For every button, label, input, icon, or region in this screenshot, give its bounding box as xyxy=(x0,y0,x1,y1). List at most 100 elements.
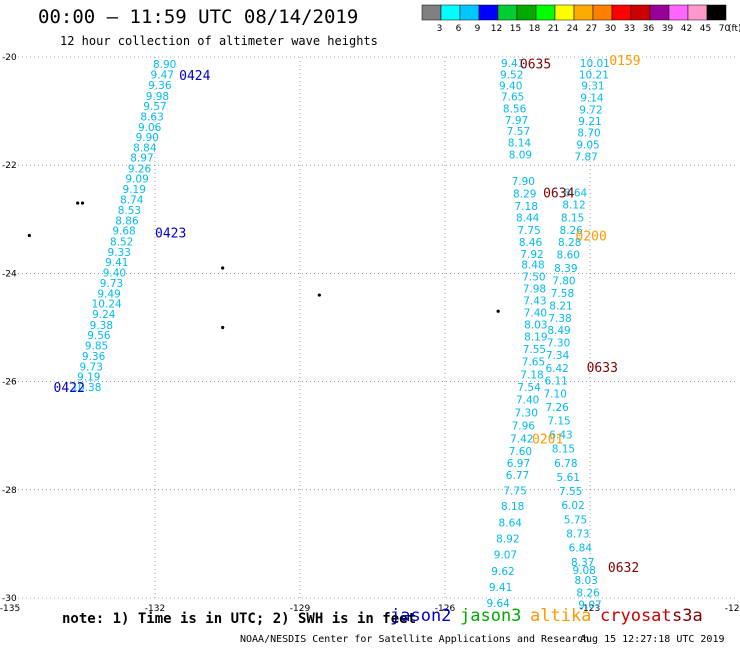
chart-title: 00:00 — 11:59 UTC 08/14/2019 xyxy=(38,6,359,28)
legend-label: 39 xyxy=(662,24,674,34)
wave-height-label: 8.46 xyxy=(519,237,543,249)
legend-swatch xyxy=(649,4,670,21)
x-tick-label: -135 xyxy=(0,604,20,614)
wave-height-label: 8.37 xyxy=(571,557,594,569)
wave-height-label: 9.06 xyxy=(138,122,162,134)
wave-height-label: 6.77 xyxy=(506,470,529,482)
wave-height-label: 9.31 xyxy=(581,81,604,93)
wave-height-label: 8.26 xyxy=(559,225,583,237)
wave-height-label: 9.41 xyxy=(501,58,524,70)
pass-time-label: 0632 xyxy=(608,561,639,576)
satellite-label-cryosat: cryosat xyxy=(600,606,672,626)
wave-height-label: 9.14 xyxy=(580,93,604,105)
wave-height-label: 8.64 xyxy=(564,187,588,199)
pass-time-label: 0634 xyxy=(543,186,574,201)
wave-height-label: 7.18 xyxy=(520,370,543,382)
wave-height-label: 7.18 xyxy=(515,201,538,213)
wave-height-label: 7.42 xyxy=(510,433,533,445)
wave-height-label: 7.75 xyxy=(517,225,540,237)
x-tick-label: -129 xyxy=(290,604,311,614)
y-tick-label: -26 xyxy=(2,378,17,388)
wave-height-label: 9.21 xyxy=(578,116,601,128)
wave-height-label: 9.19 xyxy=(77,372,100,384)
satellite-label-s3a: s3a xyxy=(672,606,703,626)
wave-height-label: 9.09 xyxy=(125,174,148,186)
wave-height-label: 7.30 xyxy=(515,407,538,419)
satellite-label-jason2: jason2 xyxy=(390,606,452,626)
wave-height-label: 9.41 xyxy=(105,257,128,269)
wave-height-label: 10.24 xyxy=(92,299,122,311)
chart-subtitle: 12 hour collection of altimeter wave hei… xyxy=(60,34,378,48)
wave-height-label: 9.98 xyxy=(146,91,169,103)
legend-label: 9 xyxy=(475,24,481,34)
legend-swatch xyxy=(459,4,480,21)
wave-height-label: 8.63 xyxy=(140,112,163,124)
wave-height-label: 9.24 xyxy=(92,309,116,321)
pass-time-label: 0635 xyxy=(520,57,551,72)
pass-time-label: 0423 xyxy=(155,226,186,241)
y-tick-label: -24 xyxy=(2,269,17,279)
wave-height-label: 6.02 xyxy=(561,500,584,512)
wave-height-label: 7.10 xyxy=(544,389,567,401)
wave-height-label: 9.72 xyxy=(579,104,602,116)
wave-height-label: 8.39 xyxy=(554,263,577,275)
wave-height-label: 7.60 xyxy=(509,446,532,458)
wave-height-label: 8.44 xyxy=(516,213,540,225)
wave-height-label: 9.57 xyxy=(143,101,166,113)
wave-height-label: 8.49 xyxy=(547,325,570,337)
wave-height-label: 7.54 xyxy=(517,382,541,394)
wave-height-label: 9.33 xyxy=(108,247,131,259)
wave-height-label: 9.90 xyxy=(136,132,159,144)
legend-swatch xyxy=(706,4,727,21)
pass-time-label: 0201 xyxy=(532,432,563,447)
wave-height-label: 8.92 xyxy=(496,533,519,545)
wave-height-label: 9.52 xyxy=(500,69,523,81)
legend-label: 21 xyxy=(548,24,559,34)
wave-height-label: 8.15 xyxy=(552,444,575,456)
legend-label: 12 xyxy=(491,24,502,34)
wave-height-label: 9.40 xyxy=(499,81,522,93)
wave-height-label: 7.30 xyxy=(547,338,570,350)
islands xyxy=(27,201,500,330)
footer-note: note: 1) Time is in UTC; 2) SWH is in fe… xyxy=(62,611,417,627)
wave-height-label: 9.64 xyxy=(486,598,510,610)
wave-height-label: 7.34 xyxy=(546,350,570,362)
wave-height-label: 6.11 xyxy=(544,376,567,388)
pass-time-label: 0422 xyxy=(54,381,85,396)
credit-text: NOAA/NESDIS Center for Satellite Applica… xyxy=(240,634,590,645)
y-tick-label: -22 xyxy=(2,161,17,171)
wave-height-label: 8.21 xyxy=(549,300,572,312)
legend-swatch xyxy=(687,4,708,21)
wave-height-label: 7.80 xyxy=(552,275,575,287)
wave-height-label: 7.38 xyxy=(548,313,571,325)
wave-height-label: 8.15 xyxy=(561,213,584,225)
wave-height-label: 9.56 xyxy=(87,330,111,342)
wave-height-label: 7.15 xyxy=(547,416,570,428)
legend-swatch xyxy=(668,4,689,21)
wave-height-label: 7.96 xyxy=(512,420,536,432)
legend-label: 70 xyxy=(719,24,731,34)
wave-height-label: 9.73 xyxy=(80,361,103,373)
wave-height-label: 8.48 xyxy=(521,260,544,272)
wave-height-label: 8.60 xyxy=(557,249,580,261)
wave-height-label: 7.26 xyxy=(545,402,569,414)
wave-height-label: 9.68 xyxy=(112,226,135,238)
wave-height-label: 8.53 xyxy=(118,205,141,217)
y-tick-label: -28 xyxy=(2,486,17,496)
wave-height-label: 7.58 xyxy=(551,288,574,300)
wave-height-label: 8.97 xyxy=(130,153,153,165)
pass-time-label: 0200 xyxy=(576,230,607,245)
legend-label: 42 xyxy=(681,24,692,34)
wave-height-label: 8.86 xyxy=(115,215,139,227)
wave-height-label: 8.73 xyxy=(566,529,589,541)
legend-label: 27 xyxy=(586,24,597,34)
legend-swatch xyxy=(421,4,442,21)
wave-height-label: 6.43 xyxy=(549,430,572,442)
wave-height-label: 6.97 xyxy=(507,458,530,470)
wave-height-label: 8.03 xyxy=(524,319,547,331)
x-tick-label: -126 xyxy=(435,604,456,614)
wave-height-label: 9.62 xyxy=(491,566,514,578)
wave-height-label: 8.19 xyxy=(524,332,547,344)
y-tick-label: -20 xyxy=(2,53,17,63)
wave-height-label: 6.42 xyxy=(545,363,568,375)
